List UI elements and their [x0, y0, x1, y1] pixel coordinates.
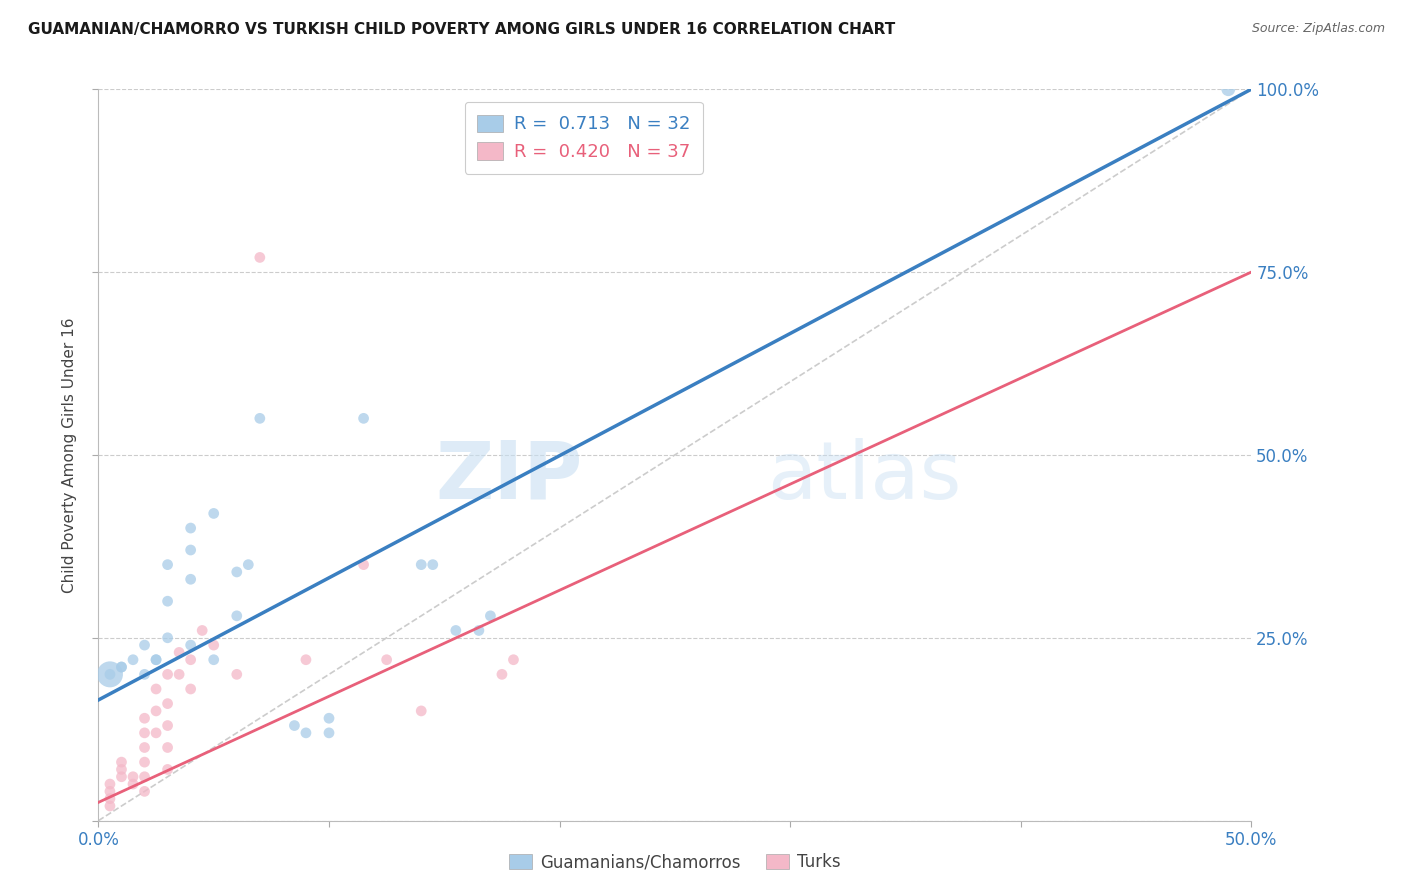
Point — [180, 681, 202, 696]
Point — [145, 726, 167, 740]
Point — [122, 777, 145, 791]
Point — [502, 653, 524, 667]
Point — [1218, 82, 1240, 96]
Point — [180, 653, 202, 667]
Point — [98, 791, 121, 805]
Point — [283, 718, 305, 732]
Point — [191, 624, 214, 638]
Point — [202, 653, 225, 667]
Point — [225, 608, 247, 623]
Point — [353, 558, 375, 572]
Point — [180, 638, 202, 652]
Legend: Guamanians/Chamorros, Turks: Guamanians/Chamorros, Turks — [502, 847, 848, 878]
Point — [411, 704, 433, 718]
Point — [134, 784, 156, 798]
Point — [202, 638, 225, 652]
Point — [411, 558, 433, 572]
Point — [225, 565, 247, 579]
Point — [295, 726, 318, 740]
Point — [491, 667, 513, 681]
Point — [318, 711, 340, 725]
Point — [110, 660, 132, 674]
Point — [122, 653, 145, 667]
Point — [479, 608, 502, 623]
Point — [134, 667, 156, 681]
Point — [134, 740, 156, 755]
Point — [156, 667, 179, 681]
Point — [134, 726, 156, 740]
Point — [468, 624, 491, 638]
Point — [249, 251, 271, 265]
Point — [180, 572, 202, 586]
Text: GUAMANIAN/CHAMORRO VS TURKISH CHILD POVERTY AMONG GIRLS UNDER 16 CORRELATION CHA: GUAMANIAN/CHAMORRO VS TURKISH CHILD POVE… — [28, 22, 896, 37]
Point — [167, 645, 190, 659]
Point — [98, 784, 121, 798]
Point — [145, 681, 167, 696]
Point — [134, 755, 156, 769]
Point — [167, 667, 190, 681]
Point — [225, 667, 247, 681]
Point — [156, 697, 179, 711]
Point — [156, 740, 179, 755]
Point — [353, 411, 375, 425]
Point — [156, 718, 179, 732]
Point — [110, 660, 132, 674]
Point — [249, 411, 271, 425]
Point — [98, 667, 121, 681]
Point — [375, 653, 398, 667]
Point — [156, 763, 179, 777]
Point — [110, 763, 132, 777]
Point — [180, 521, 202, 535]
Point — [134, 770, 156, 784]
Point — [98, 777, 121, 791]
Point — [145, 704, 167, 718]
Point — [202, 507, 225, 521]
Point — [238, 558, 260, 572]
Point — [145, 653, 167, 667]
Text: ZIP: ZIP — [436, 438, 582, 516]
Point — [156, 631, 179, 645]
Point — [156, 558, 179, 572]
Point — [180, 543, 202, 558]
Point — [134, 711, 156, 725]
Point — [444, 624, 467, 638]
Point — [295, 653, 318, 667]
Text: Source: ZipAtlas.com: Source: ZipAtlas.com — [1251, 22, 1385, 36]
Point — [110, 770, 132, 784]
Point — [110, 755, 132, 769]
Point — [122, 770, 145, 784]
Point — [156, 594, 179, 608]
Point — [318, 726, 340, 740]
Y-axis label: Child Poverty Among Girls Under 16: Child Poverty Among Girls Under 16 — [62, 318, 77, 592]
Point — [134, 638, 156, 652]
Point — [422, 558, 444, 572]
Point — [98, 667, 121, 681]
Point — [98, 799, 121, 814]
Point — [145, 653, 167, 667]
Text: atlas: atlas — [768, 438, 962, 516]
